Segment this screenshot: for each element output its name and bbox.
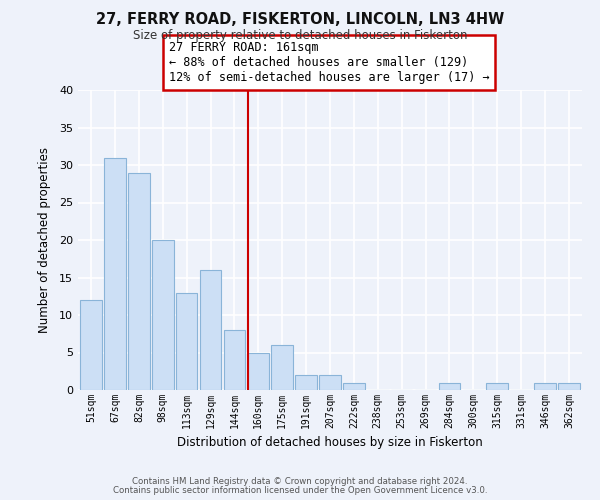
Bar [295, 375, 317, 390]
Text: 27 FERRY ROAD: 161sqm
← 88% of detached houses are smaller (129)
12% of semi-det: 27 FERRY ROAD: 161sqm ← 88% of detached … [169, 41, 490, 84]
Text: Size of property relative to detached houses in Fiskerton: Size of property relative to detached ho… [133, 29, 467, 42]
Y-axis label: Number of detached properties: Number of detached properties [38, 147, 50, 333]
Bar [80, 300, 102, 390]
Text: Contains public sector information licensed under the Open Government Licence v3: Contains public sector information licen… [113, 486, 487, 495]
Bar [271, 345, 293, 390]
Text: Contains HM Land Registry data © Crown copyright and database right 2024.: Contains HM Land Registry data © Crown c… [132, 477, 468, 486]
Bar [128, 172, 149, 390]
Bar [176, 292, 197, 390]
Bar [248, 352, 269, 390]
Bar [487, 382, 508, 390]
X-axis label: Distribution of detached houses by size in Fiskerton: Distribution of detached houses by size … [177, 436, 483, 450]
Bar [104, 158, 126, 390]
Bar [534, 382, 556, 390]
Bar [558, 382, 580, 390]
Bar [343, 382, 365, 390]
Bar [152, 240, 173, 390]
Bar [439, 382, 460, 390]
Text: 27, FERRY ROAD, FISKERTON, LINCOLN, LN3 4HW: 27, FERRY ROAD, FISKERTON, LINCOLN, LN3 … [96, 12, 504, 28]
Bar [200, 270, 221, 390]
Bar [319, 375, 341, 390]
Bar [224, 330, 245, 390]
